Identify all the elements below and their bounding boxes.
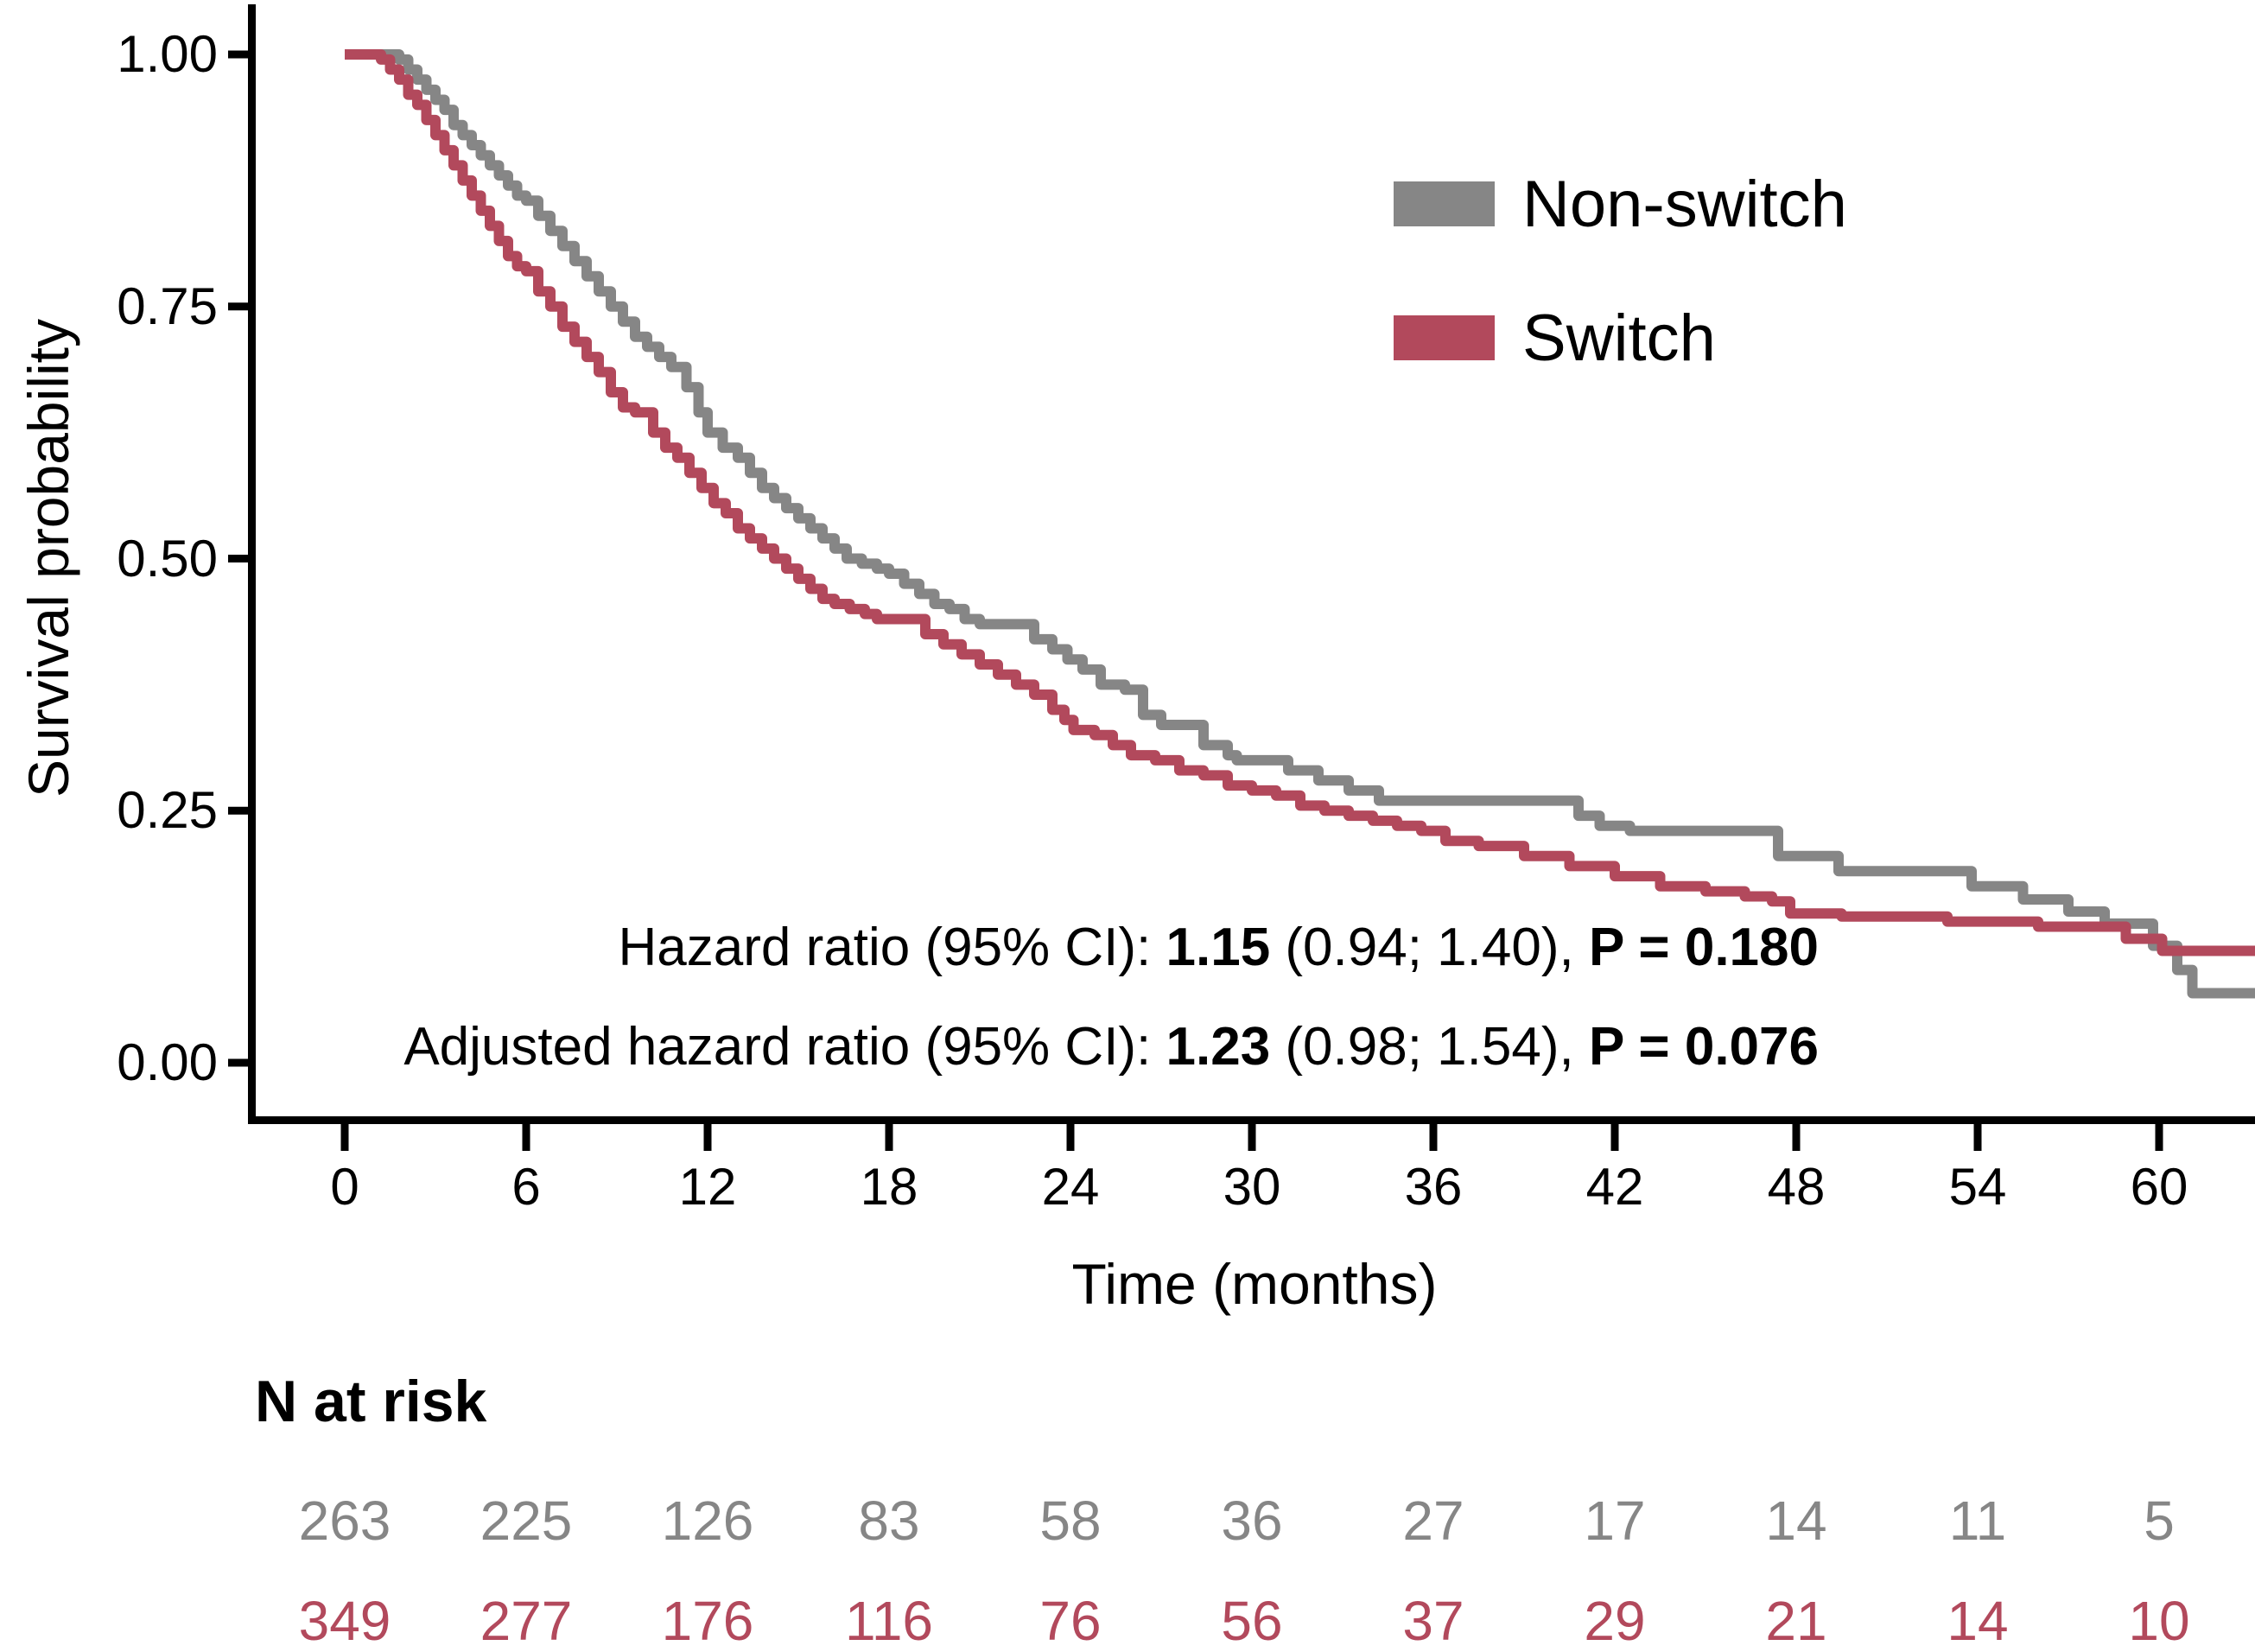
hazard-ratio-annotation: Hazard ratio (95% CI): 1.15 (0.94; 1.40)… <box>619 916 1819 980</box>
x-tick-label: 24 <box>1041 1158 1100 1216</box>
risk-count-non-switch: 83 <box>858 1490 920 1552</box>
risk-count-switch: 277 <box>480 1590 573 1652</box>
risk-count-non-switch: 14 <box>1765 1490 1827 1552</box>
annotation-segment: P = 0.076 <box>1588 1017 1819 1077</box>
x-tick-label: 42 <box>1585 1158 1644 1216</box>
risk-count-non-switch: 5 <box>2144 1490 2175 1552</box>
x-tick-label: 36 <box>1404 1158 1463 1216</box>
risk-count-non-switch: 27 <box>1402 1490 1464 1552</box>
risk-count-switch: 76 <box>1039 1590 1102 1652</box>
x-tick-label: 30 <box>1223 1158 1281 1216</box>
x-tick-label: 0 <box>330 1158 359 1216</box>
risk-count-switch: 10 <box>2128 1590 2190 1652</box>
legend-label-non-switch: Non-switch <box>1522 167 1847 241</box>
risk-count-switch: 37 <box>1402 1590 1464 1652</box>
risk-count-switch: 14 <box>1947 1590 2009 1652</box>
km-curve-switch <box>345 49 2255 956</box>
x-tick-label: 60 <box>2130 1158 2188 1216</box>
annotation-segment: Hazard ratio (95% CI): <box>618 918 1166 977</box>
y-tick-label: 1.00 <box>117 25 218 83</box>
legend-swatch-non-switch <box>1394 181 1495 226</box>
risk-count-non-switch: 58 <box>1039 1490 1102 1552</box>
legend-label-switch: Switch <box>1522 301 1716 375</box>
risk-count-switch: 116 <box>844 1590 934 1652</box>
legend: Non-switch Switch <box>1394 168 1847 449</box>
risk-count-switch: 176 <box>661 1590 754 1652</box>
y-tick-label: 0.25 <box>117 781 218 840</box>
y-tick-label: 0.00 <box>117 1033 218 1091</box>
risk-count-non-switch: 17 <box>1584 1490 1646 1552</box>
risk-table-title: N at risk <box>255 1369 487 1434</box>
risk-count-non-switch: 11 <box>1948 1490 2007 1552</box>
adjusted-hazard-ratio-annotation: Adjusted hazard ratio (95% CI): 1.23 (0.… <box>403 1015 1819 1079</box>
risk-count-non-switch: 263 <box>298 1490 391 1552</box>
y-tick-label: 0.75 <box>117 276 218 335</box>
x-axis-title: Time (months) <box>1071 1252 1438 1316</box>
annotation-segment: Adjusted hazard ratio (95% CI): <box>403 1017 1166 1077</box>
annotation-segment: (0.94; 1.40), <box>1270 918 1589 977</box>
risk-count-switch: 29 <box>1584 1590 1646 1652</box>
risk-count-non-switch: 36 <box>1221 1490 1283 1552</box>
annotation-segment: (0.98; 1.54), <box>1270 1017 1589 1077</box>
legend-item-switch: Switch <box>1394 302 1847 375</box>
y-tick-label: 0.50 <box>117 529 218 588</box>
risk-count-switch: 349 <box>298 1590 391 1652</box>
annotation-segment: P = 0.180 <box>1588 918 1819 977</box>
legend-swatch-switch <box>1394 315 1495 360</box>
plot-area <box>228 4 2255 1151</box>
x-tick-label: 18 <box>860 1158 918 1216</box>
km-curve-non-switch <box>345 49 2255 999</box>
annotation-segment: 1.23 <box>1166 1017 1271 1077</box>
risk-count-switch: 21 <box>1765 1590 1827 1652</box>
x-tick-label: 54 <box>1948 1158 2007 1216</box>
x-tick-label: 12 <box>678 1158 737 1216</box>
annotation-segment: 1.15 <box>1166 918 1271 977</box>
risk-count-switch: 56 <box>1221 1590 1283 1652</box>
x-tick-label: 48 <box>1767 1158 1826 1216</box>
x-tick-label: 6 <box>511 1158 541 1216</box>
legend-item-non-switch: Non-switch <box>1394 168 1847 241</box>
risk-count-non-switch: 225 <box>480 1490 573 1552</box>
risk-count-non-switch: 126 <box>661 1490 754 1552</box>
